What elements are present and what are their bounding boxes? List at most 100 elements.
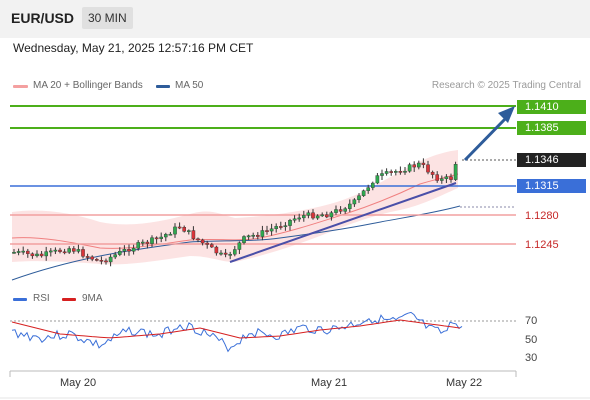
- price-label-1280: 1.1280: [525, 210, 559, 222]
- candle-body: [228, 254, 233, 256]
- candle-body: [108, 256, 113, 263]
- candle-body: [375, 175, 380, 184]
- candle-body: [292, 218, 297, 221]
- candle-body: [30, 253, 35, 257]
- candle-body: [288, 220, 292, 226]
- forecast-arrow-shaft: [463, 116, 508, 162]
- candle-body: [421, 162, 426, 165]
- candle-body: [177, 226, 182, 229]
- candle-body: [444, 176, 449, 179]
- candle-body: [131, 248, 136, 252]
- candle-body: [209, 244, 214, 248]
- ma20-legend-swatch: [13, 85, 28, 88]
- rsi-line: [11, 311, 463, 353]
- candle-body: [297, 217, 302, 220]
- candle-body: [371, 182, 375, 188]
- candle-body: [90, 256, 94, 260]
- candle-body: [113, 254, 117, 258]
- candle-body: [398, 171, 403, 173]
- candle-body: [279, 226, 283, 228]
- candle-body: [223, 252, 228, 255]
- candle-body: [127, 249, 131, 252]
- datetime-stamp: Wednesday, May 21, 2025 12:57:16 PM CET: [13, 41, 254, 55]
- candle-body: [186, 230, 191, 232]
- price-label-1410: 1.1410: [517, 100, 586, 114]
- candle-body: [384, 171, 389, 174]
- candle-body: [251, 234, 256, 237]
- x-label-may21: May 21: [311, 377, 348, 389]
- candle-body: [269, 228, 274, 232]
- candle-body: [99, 260, 104, 262]
- candle-body: [343, 208, 348, 212]
- candle-body: [348, 203, 352, 209]
- candle-body: [302, 215, 306, 219]
- candle-body: [352, 199, 357, 205]
- candle-body: [357, 195, 361, 200]
- candle-body: [44, 251, 48, 257]
- candle-body: [338, 209, 343, 212]
- candle-body: [12, 252, 16, 254]
- candle-body: [394, 171, 398, 173]
- timeframe-badge[interactable]: 30 MIN: [82, 7, 133, 29]
- candle-body: [117, 250, 122, 255]
- candle-body: [85, 256, 90, 258]
- rsi-tick-70: 70: [525, 315, 538, 327]
- candle-body: [389, 171, 394, 173]
- candle-body: [71, 248, 76, 252]
- candle-body: [453, 164, 458, 180]
- candle-body: [191, 230, 196, 239]
- candle-body: [246, 235, 251, 238]
- candle-body: [104, 260, 108, 263]
- price-label-last: 1.1346: [517, 153, 586, 167]
- candle-body: [21, 250, 26, 253]
- candle-body: [35, 253, 39, 257]
- candle-body: [325, 214, 329, 218]
- candle-body: [62, 251, 67, 254]
- candlestick-series: [12, 158, 458, 267]
- candle-body: [163, 234, 168, 238]
- price-label-1385: 1.1385: [517, 121, 586, 135]
- ma50-legend-swatch: [156, 85, 170, 88]
- rsi-legend-label: RSI: [33, 293, 50, 304]
- candle-body: [311, 212, 315, 219]
- candle-body: [380, 173, 384, 176]
- candle-body: [53, 249, 58, 252]
- candle-body: [412, 164, 417, 168]
- candle-body: [94, 259, 99, 261]
- candle-body: [242, 236, 246, 243]
- candle-body: [417, 162, 421, 168]
- candle-body: [49, 250, 53, 253]
- rsi-legend-swatch: [13, 298, 27, 301]
- ma50-legend-label: MA 50: [175, 80, 204, 91]
- rsi-tick-30: 30: [525, 352, 538, 364]
- ma20-legend-label: MA 20 + Bollinger Bands: [33, 80, 143, 91]
- candle-body: [265, 230, 269, 232]
- candle-body: [366, 187, 371, 191]
- candle-body: [430, 171, 435, 175]
- candle-body: [39, 253, 44, 257]
- candle-body: [159, 236, 164, 239]
- candle-body: [122, 249, 127, 252]
- candle-body: [182, 227, 187, 232]
- candle-body: [81, 249, 85, 257]
- candle-body: [403, 170, 407, 173]
- credit-text: Research © 2025 Trading Central: [431, 80, 581, 91]
- bollinger-band: [12, 150, 458, 265]
- candle-body: [196, 238, 200, 241]
- rsi-ma-line: [11, 319, 461, 339]
- x-label-may20: May 20: [60, 377, 97, 389]
- symbol-title: EUR/USD: [11, 10, 75, 26]
- price-label-1245: 1.1245: [525, 239, 559, 251]
- candle-body: [219, 252, 223, 255]
- candle-body: [320, 214, 325, 217]
- candle-body: [205, 242, 210, 245]
- candle-body: [237, 242, 242, 250]
- candle-body: [26, 250, 30, 254]
- candle-body: [315, 215, 320, 219]
- forecast-arrow-head: [498, 106, 515, 123]
- candle-body: [136, 242, 141, 249]
- candle-body: [256, 234, 260, 237]
- header-bar: EUR/USD 30 MIN: [0, 0, 590, 38]
- candle-body: [435, 174, 440, 181]
